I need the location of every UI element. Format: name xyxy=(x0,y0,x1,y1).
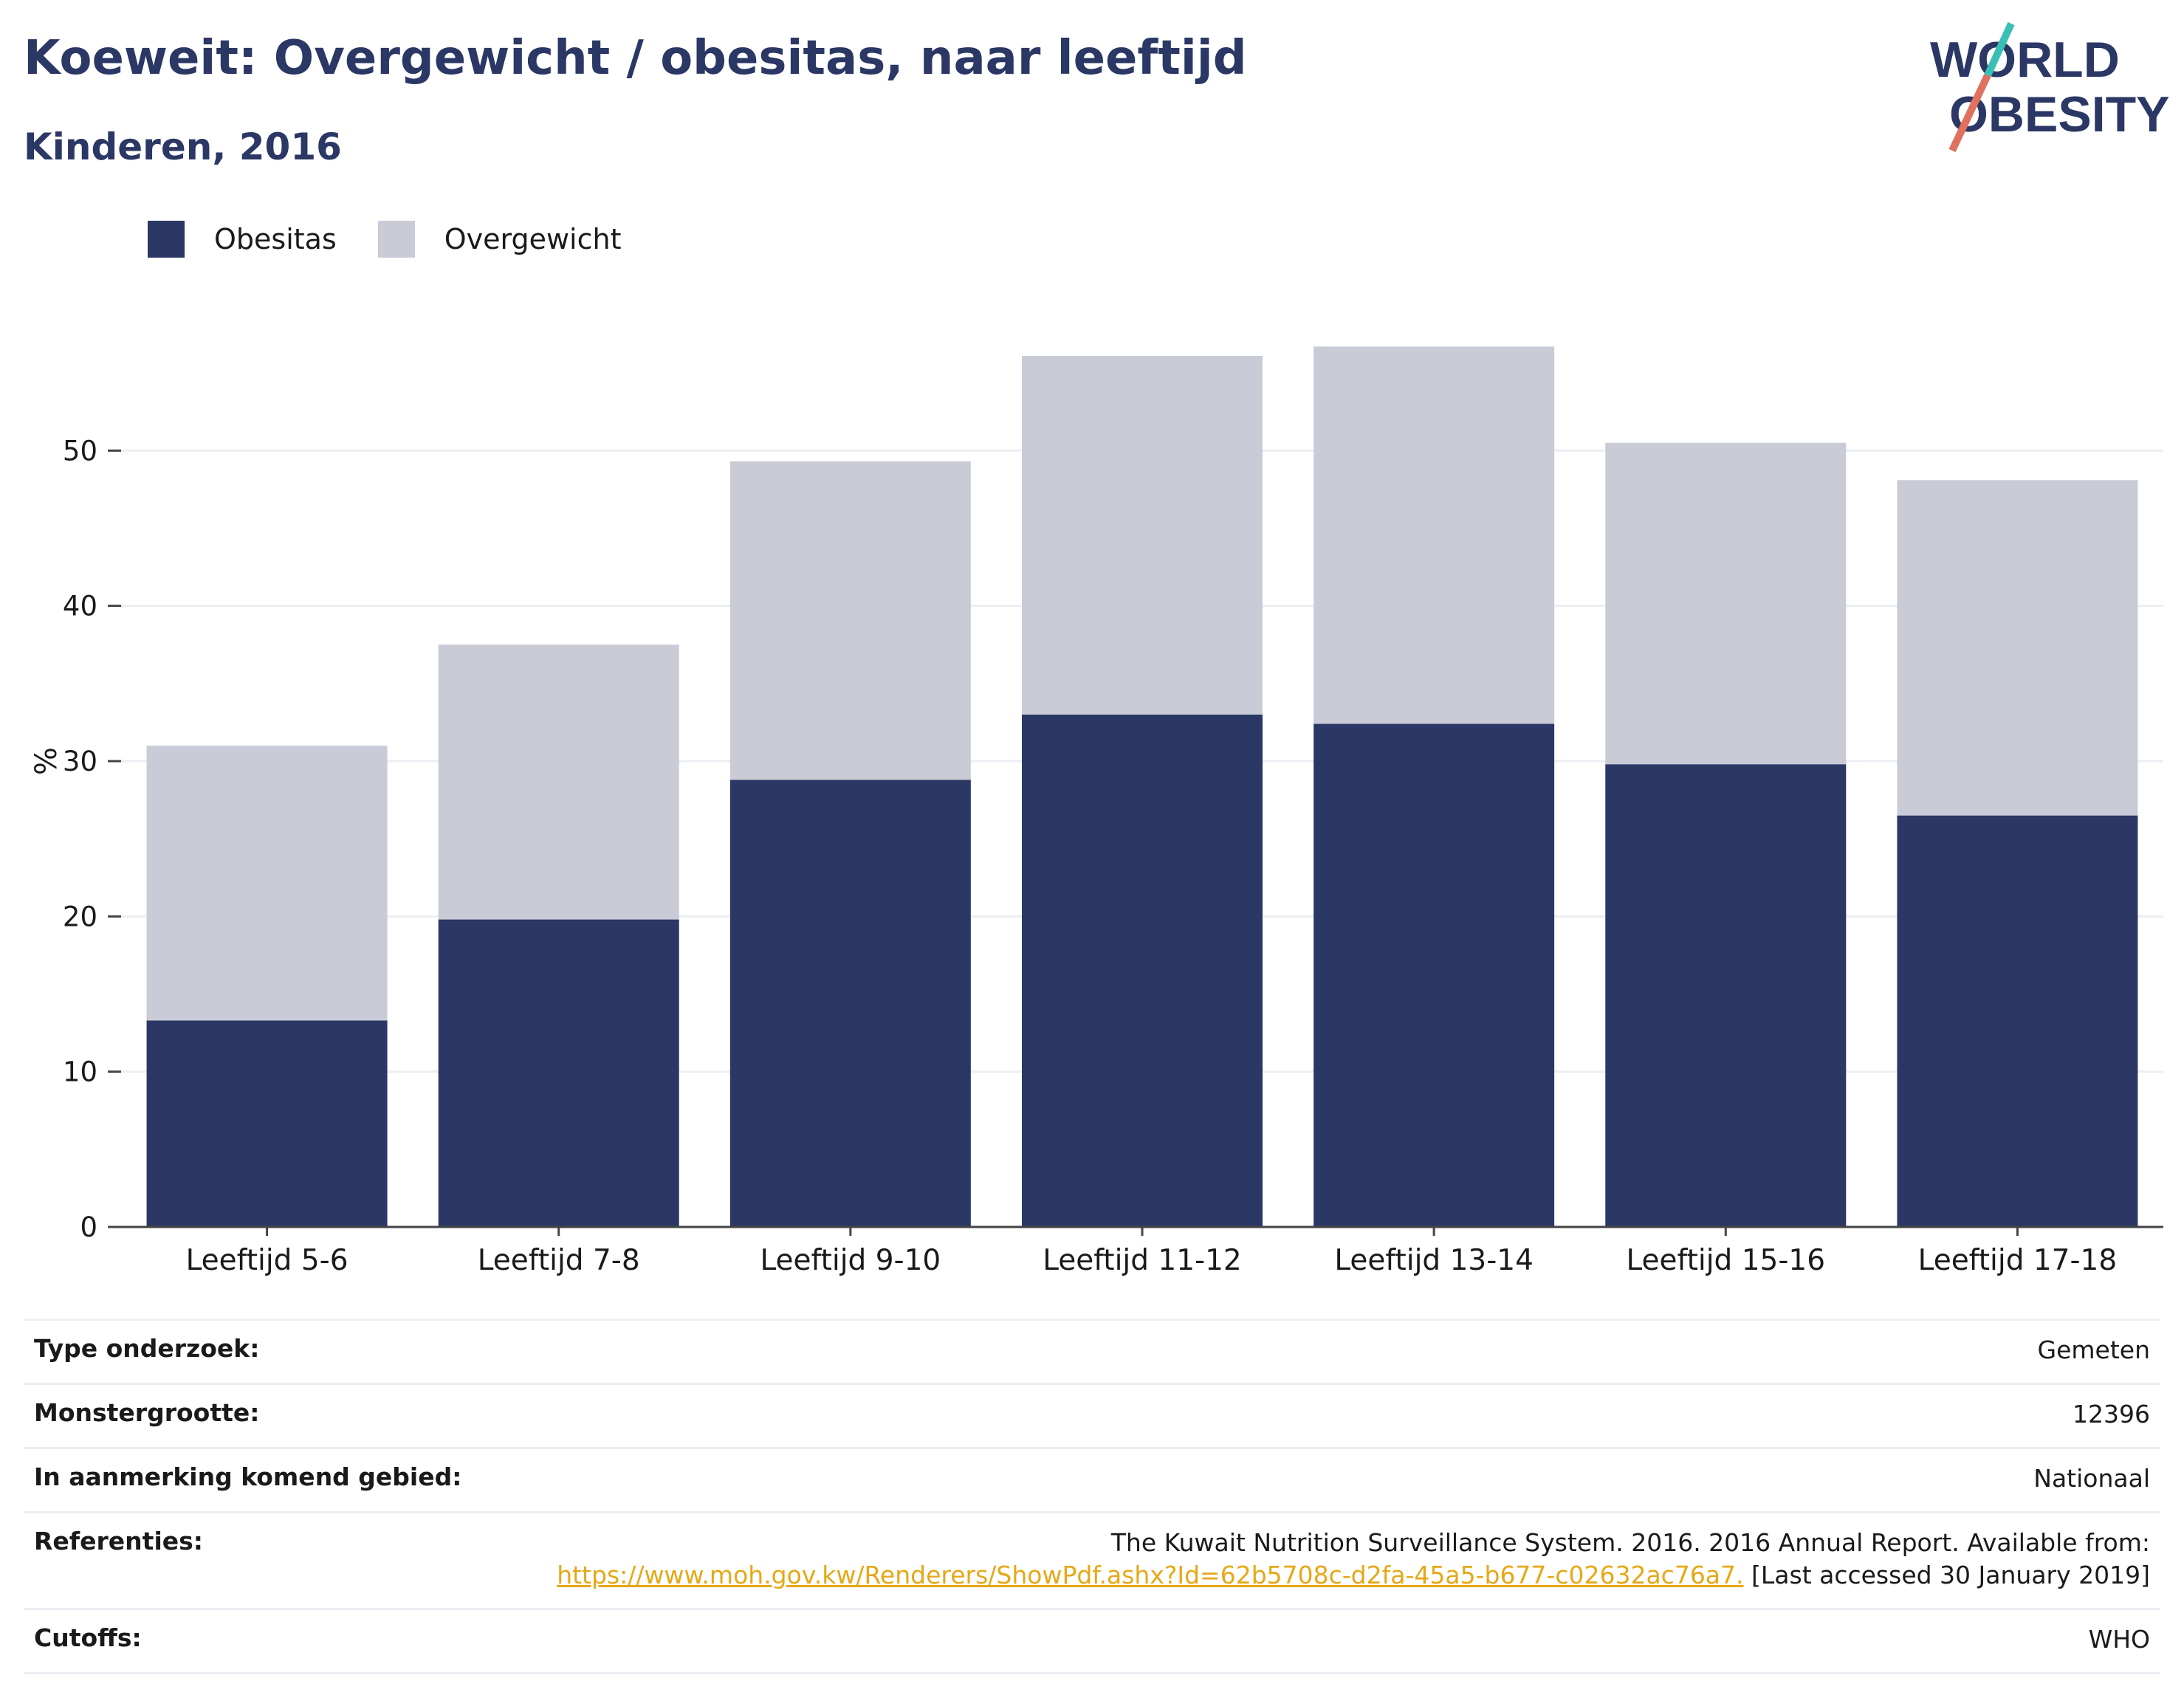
bar-obesitas-3 xyxy=(729,780,971,1227)
x-tick-label: Leeftijd 15-16 xyxy=(1627,1244,1826,1277)
meta-value: Nationaal xyxy=(2033,1464,2150,1493)
x-tick-label: Leeftijd 11-12 xyxy=(1043,1244,1242,1277)
legend-swatch-overgewicht xyxy=(377,221,415,258)
y-tick-label: 50 xyxy=(63,435,97,467)
y-tick-label: 40 xyxy=(63,591,97,622)
bar-obesitas-7 xyxy=(1897,815,2138,1227)
y-axis-label: % xyxy=(30,747,63,775)
logo-line-2: OBESITY xyxy=(1949,86,2170,142)
meta-value-references: The Kuwait Nutrition Surveillance System… xyxy=(557,1527,2150,1592)
metadata-table: Type onderzoek: Gemeten Monstergrootte: … xyxy=(24,1318,2160,1674)
y-tick-label: 30 xyxy=(63,746,97,777)
meta-row-sample-size: Monstergrootte: 12396 xyxy=(24,1383,2160,1447)
chart-subtitle: Kinderen, 2016 xyxy=(24,126,342,168)
bar-obesitas-6 xyxy=(1605,764,1847,1227)
meta-value: WHO xyxy=(2088,1625,2150,1654)
y-tick-label: 0 xyxy=(80,1211,97,1243)
x-tick-label: Leeftijd 5-6 xyxy=(186,1244,348,1277)
bar-overgewicht-4 xyxy=(1022,356,1263,715)
bar-obesitas-5 xyxy=(1314,723,1555,1227)
meta-row-type: Type onderzoek: Gemeten xyxy=(24,1318,2160,1383)
bar-obesitas-4 xyxy=(1022,714,1263,1227)
legend-label-obesitas: Obesitas xyxy=(214,223,337,255)
meta-label: Type onderzoek: xyxy=(34,1334,260,1363)
meta-label: In aanmerking komend gebied: xyxy=(34,1462,462,1491)
legend-swatch-obesitas xyxy=(148,221,185,258)
logo-slash-coral xyxy=(1948,73,1991,153)
x-tick-label: Leeftijd 17-18 xyxy=(1918,1244,2118,1277)
bar-obesitas-1 xyxy=(146,1020,388,1227)
x-tick-label: Leeftijd 7-8 xyxy=(478,1244,640,1277)
meta-row-area: In aanmerking komend gebied: Nationaal xyxy=(24,1447,2160,1511)
legend-item-overgewicht[interactable]: Overgewicht xyxy=(377,221,622,258)
meta-value: 12396 xyxy=(2073,1400,2150,1428)
chart-title: Koeweit: Overgewicht / obesitas, naar le… xyxy=(24,31,1247,86)
logo-slash-teal xyxy=(1984,21,2015,78)
reference-link[interactable]: https://www.moh.gov.kw/Renderers/ShowPdf… xyxy=(557,1561,1744,1589)
legend-label-overgewicht: Overgewicht xyxy=(444,223,622,255)
meta-label: Referenties: xyxy=(34,1527,203,1555)
legend-item-obesitas[interactable]: Obesitas xyxy=(148,221,337,258)
reference-suffix: [Last accessed 30 January 2019] xyxy=(1743,1561,2150,1589)
y-tick-label: 10 xyxy=(63,1056,97,1088)
stacked-bar-chart: 0 10 20 30 40 50% Leeftijd 5-6 Leeftijd 7-8 Leef… xyxy=(30,346,2163,1277)
bar-overgewicht-6 xyxy=(1605,442,1847,765)
chart-legend: Obesitas Overgewicht xyxy=(148,220,663,258)
bar-overgewicht-3 xyxy=(729,461,971,780)
reference-text: The Kuwait Nutrition Surveillance System… xyxy=(1110,1528,2150,1557)
meta-row-references: Referenties: The Kuwait Nutrition Survei… xyxy=(24,1511,2160,1608)
x-tick-label: Leeftijd 13-14 xyxy=(1334,1244,1534,1277)
bar-overgewicht-1 xyxy=(146,745,388,1021)
bar-overgewicht-2 xyxy=(438,644,679,920)
meta-label: Monstergrootte: xyxy=(34,1398,260,1427)
y-tick-label: 20 xyxy=(63,901,97,932)
x-tick-label: Leeftijd 9-10 xyxy=(760,1244,941,1277)
world-obesity-logo: WORLD OBESITY xyxy=(1930,21,2170,153)
meta-row-cutoffs: Cutoffs: WHO xyxy=(24,1608,2160,1674)
meta-value: Gemeten xyxy=(2037,1335,2150,1364)
logo-line-1: WORLD xyxy=(1930,32,2120,88)
reference-link-line: https://www.moh.gov.kw/Renderers/ShowPdf… xyxy=(557,1559,2150,1592)
bar-overgewicht-7 xyxy=(1897,480,2138,816)
bar-obesitas-2 xyxy=(438,919,679,1227)
meta-label: Cutoffs: xyxy=(34,1623,142,1652)
bar-overgewicht-5 xyxy=(1314,346,1555,724)
